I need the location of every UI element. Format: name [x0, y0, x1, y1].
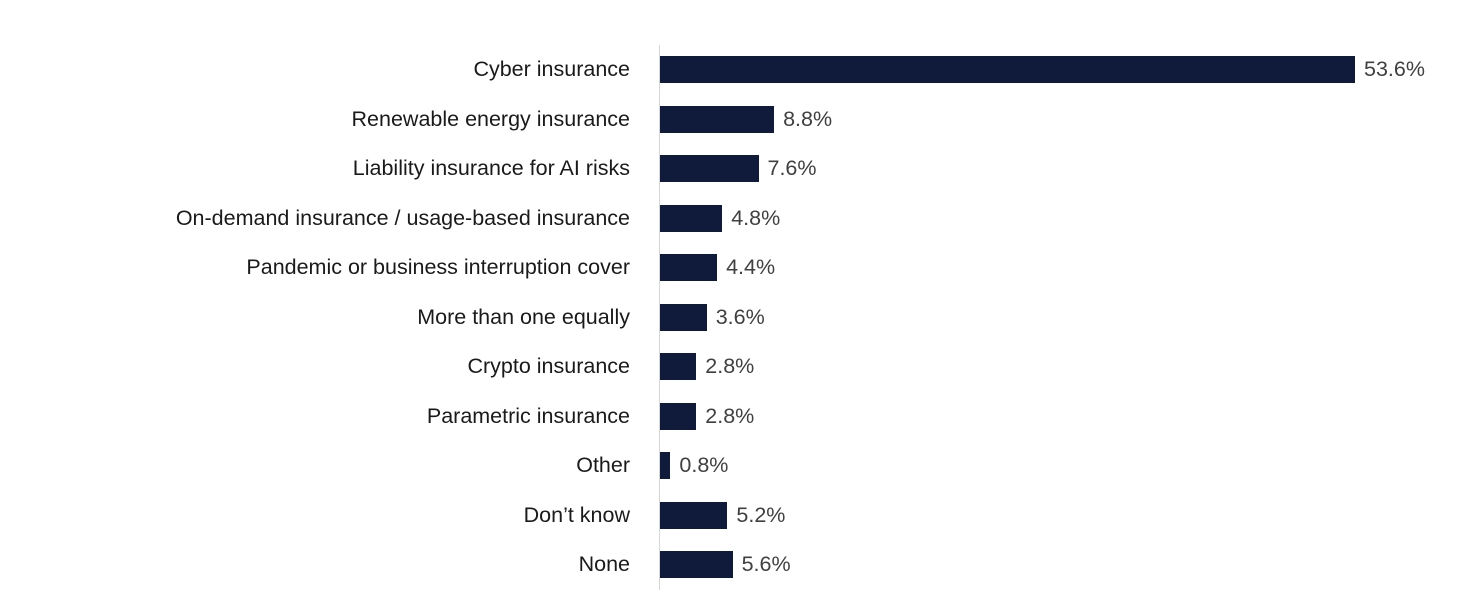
plot-area: 53.6% 8.8% 7.6% 4.8% 4.4% 3.6% 2.8% 2.8% 0.8% 5.2…	[659, 45, 1465, 590]
bar-row: 4.4%	[660, 243, 1465, 293]
bar-row: 4.8%	[660, 194, 1465, 244]
bar-row: 5.2%	[660, 491, 1465, 541]
category-label: Crypto insurance	[467, 354, 630, 379]
bar-row: 5.6%	[660, 540, 1465, 590]
bar-row: 3.6%	[660, 293, 1465, 343]
bar	[660, 303, 707, 331]
category-label: Parametric insurance	[426, 403, 630, 428]
bar	[660, 353, 697, 381]
bar-row: 7.6%	[660, 144, 1465, 194]
category-label: Liability insurance for AI risks	[352, 156, 630, 181]
chart-area: Cyber insurance Renewable energy insuranc…	[0, 45, 1465, 590]
value-label: 2.8%	[705, 403, 755, 428]
category-label: On-demand insurance / usage-based insura…	[175, 205, 630, 230]
bar-row: 2.8%	[660, 342, 1465, 392]
category-label: None	[578, 552, 630, 577]
category-label: More than one equally	[417, 304, 630, 329]
category-axis: Cyber insurance Renewable energy insuranc…	[0, 45, 659, 590]
value-label: 2.8%	[705, 354, 755, 379]
bar-row: 8.8%	[660, 95, 1465, 145]
bar-row: 2.8%	[660, 392, 1465, 442]
value-label: 7.6%	[767, 156, 817, 181]
value-label: 3.6%	[715, 304, 765, 329]
bar	[660, 254, 718, 282]
bar-row: 0.8%	[660, 441, 1465, 491]
bar	[660, 105, 775, 133]
value-label: 4.4%	[726, 255, 776, 280]
bar	[660, 402, 697, 430]
bar	[660, 204, 723, 232]
category-label: Don’t know	[523, 502, 630, 527]
value-label: 4.8%	[731, 205, 781, 230]
value-label: 0.8%	[679, 453, 729, 478]
category-label: Renewable energy insurance	[351, 106, 630, 131]
value-label: 5.2%	[736, 502, 786, 527]
value-label: 53.6%	[1364, 57, 1425, 82]
bar	[660, 155, 759, 183]
value-label: 8.8%	[783, 106, 833, 131]
bar	[660, 501, 728, 529]
value-label: 5.6%	[741, 552, 791, 577]
category-label: Pandemic or business interruption cover	[246, 255, 630, 280]
bar	[660, 551, 733, 579]
bar	[660, 452, 671, 480]
bar	[660, 56, 1355, 84]
bar-row: 53.6%	[660, 45, 1465, 95]
category-label: Cyber insurance	[473, 57, 630, 82]
category-label: Other	[576, 453, 630, 478]
